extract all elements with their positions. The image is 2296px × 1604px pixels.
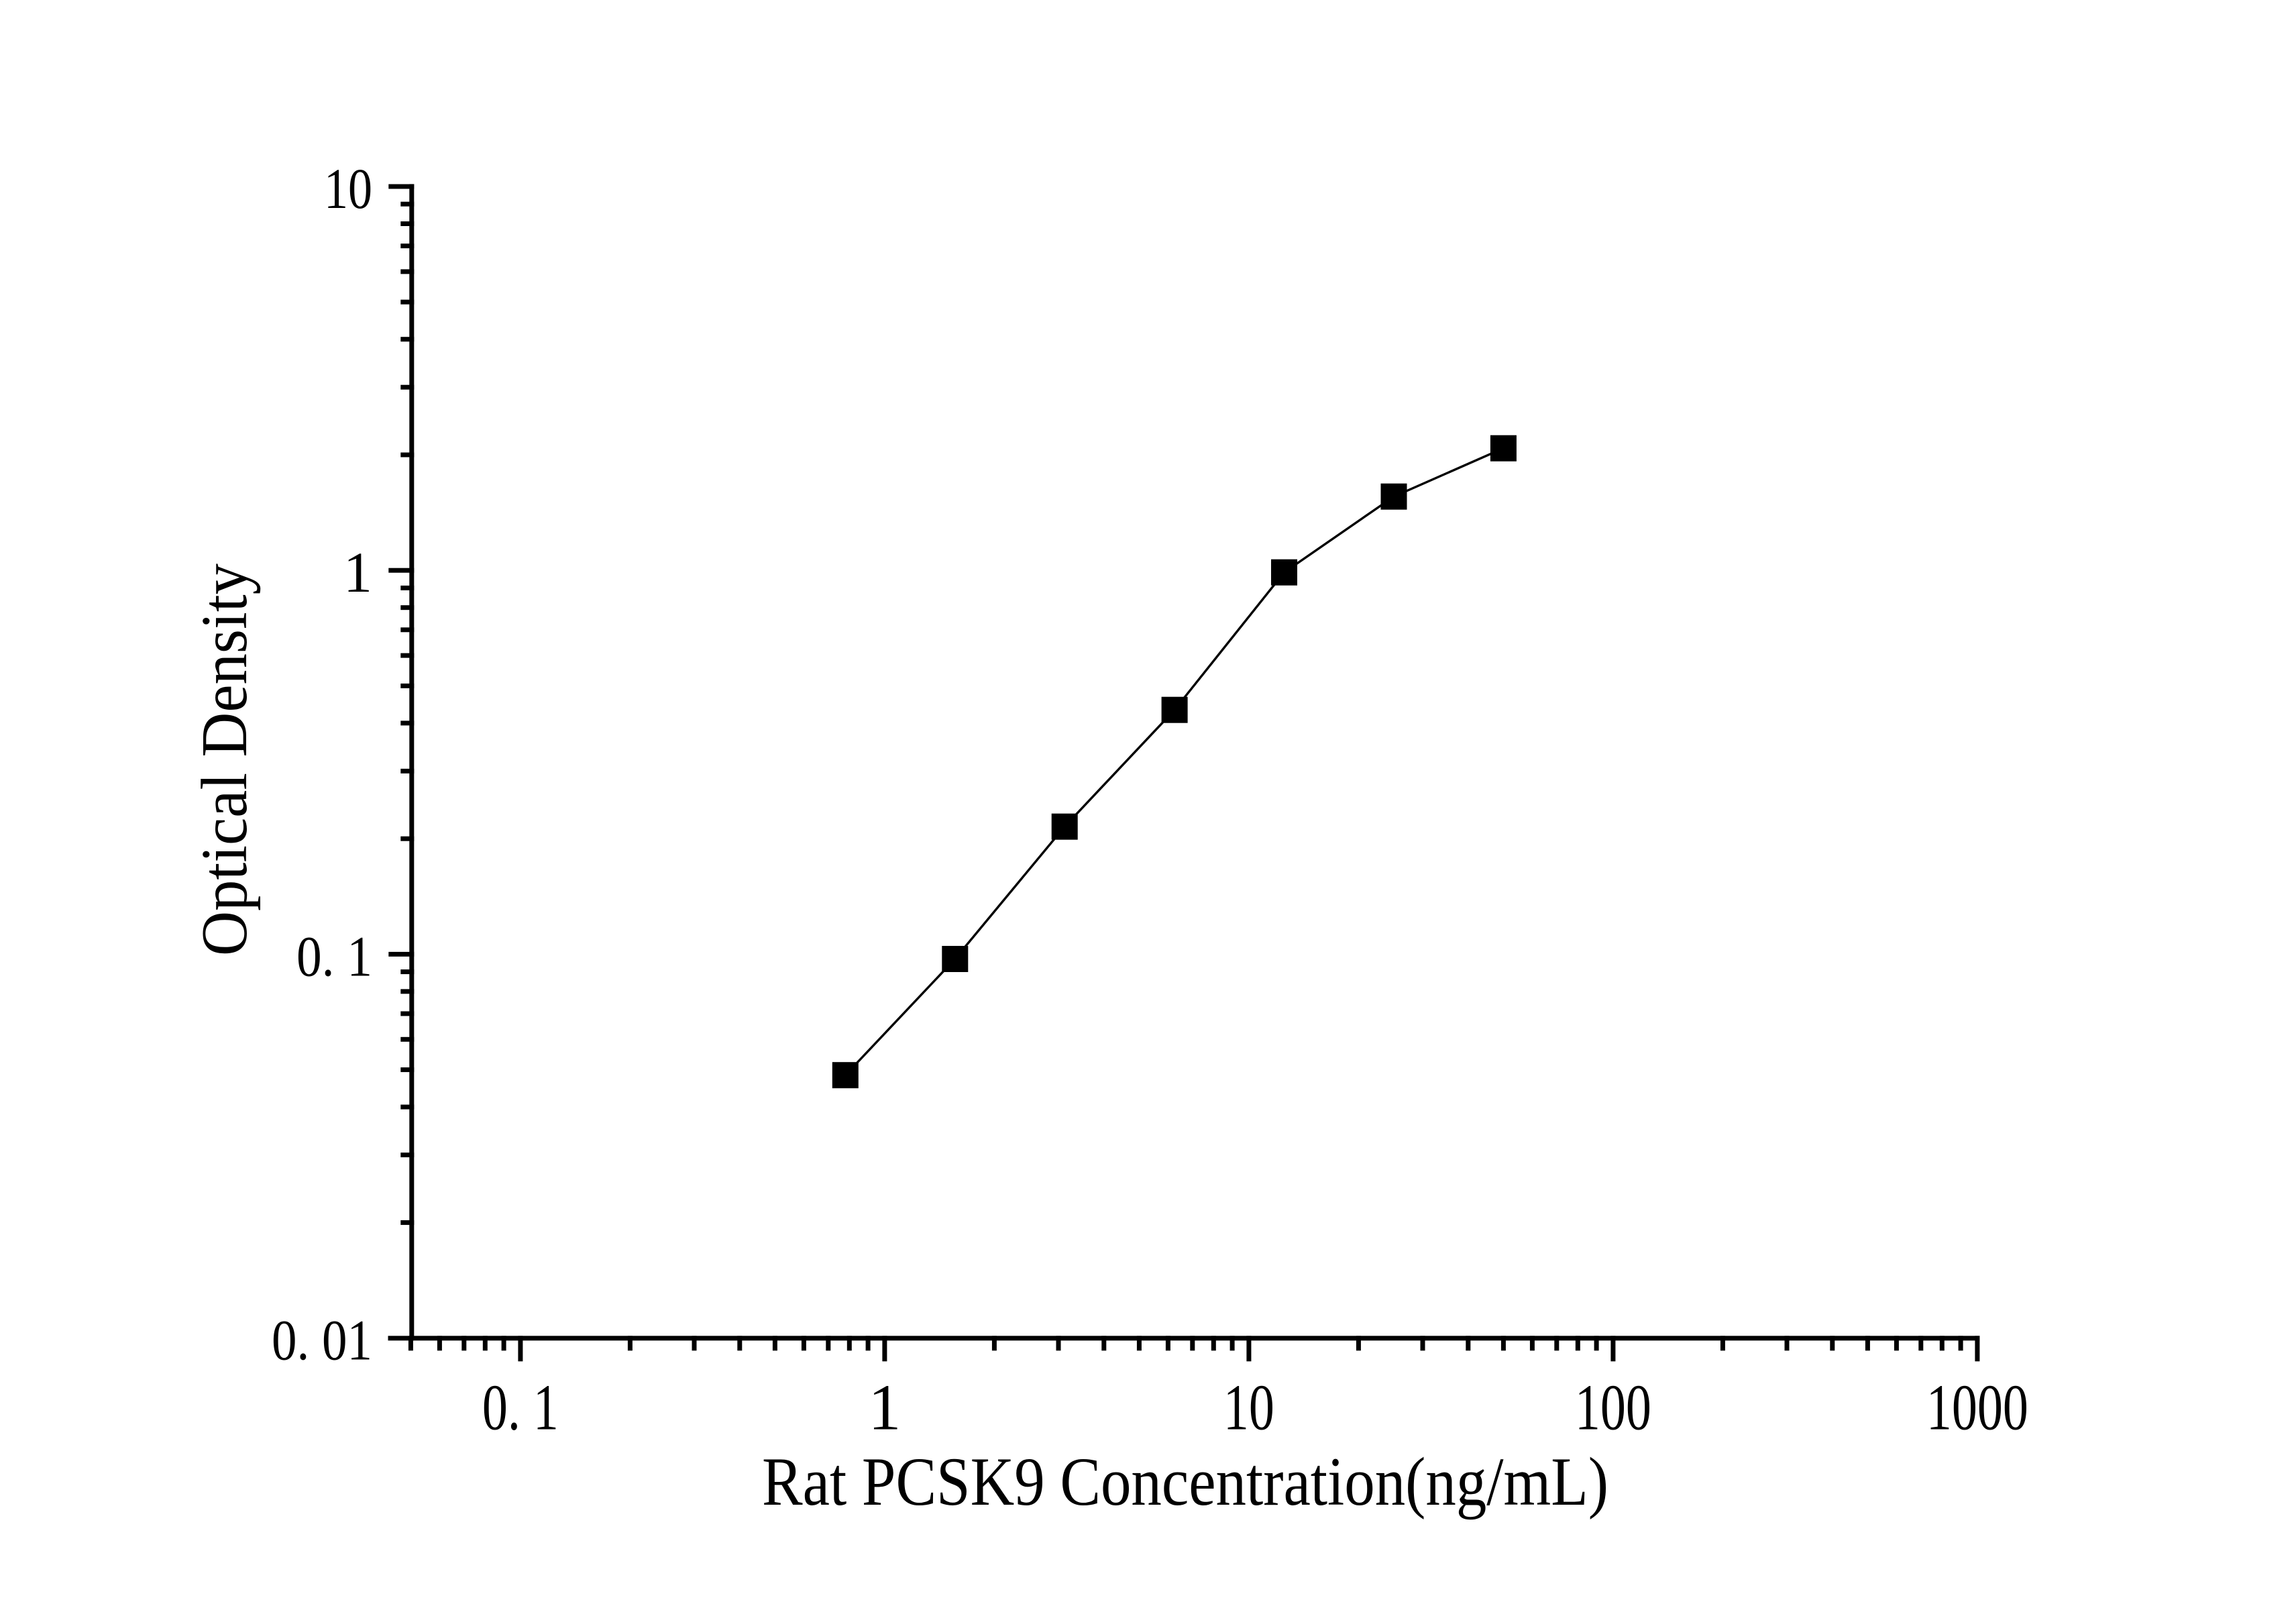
svg-text:0. 1: 0. 1 <box>482 1372 559 1444</box>
svg-text:100: 100 <box>1575 1372 1651 1444</box>
svg-text:1: 1 <box>868 1372 901 1444</box>
svg-text:1000: 1000 <box>1926 1372 2028 1444</box>
svg-text:1: 1 <box>343 540 372 604</box>
svg-text:10: 10 <box>324 156 372 221</box>
svg-text:Rat PCSK9 Concentration(ng/mL): Rat PCSK9 Concentration(ng/mL) <box>762 1444 1608 1520</box>
svg-text:0. 1: 0. 1 <box>296 924 372 988</box>
svg-text:Optical Density: Optical Density <box>188 564 260 956</box>
svg-text:0. 01: 0. 01 <box>272 1308 372 1373</box>
svg-text:10: 10 <box>1223 1372 1274 1444</box>
